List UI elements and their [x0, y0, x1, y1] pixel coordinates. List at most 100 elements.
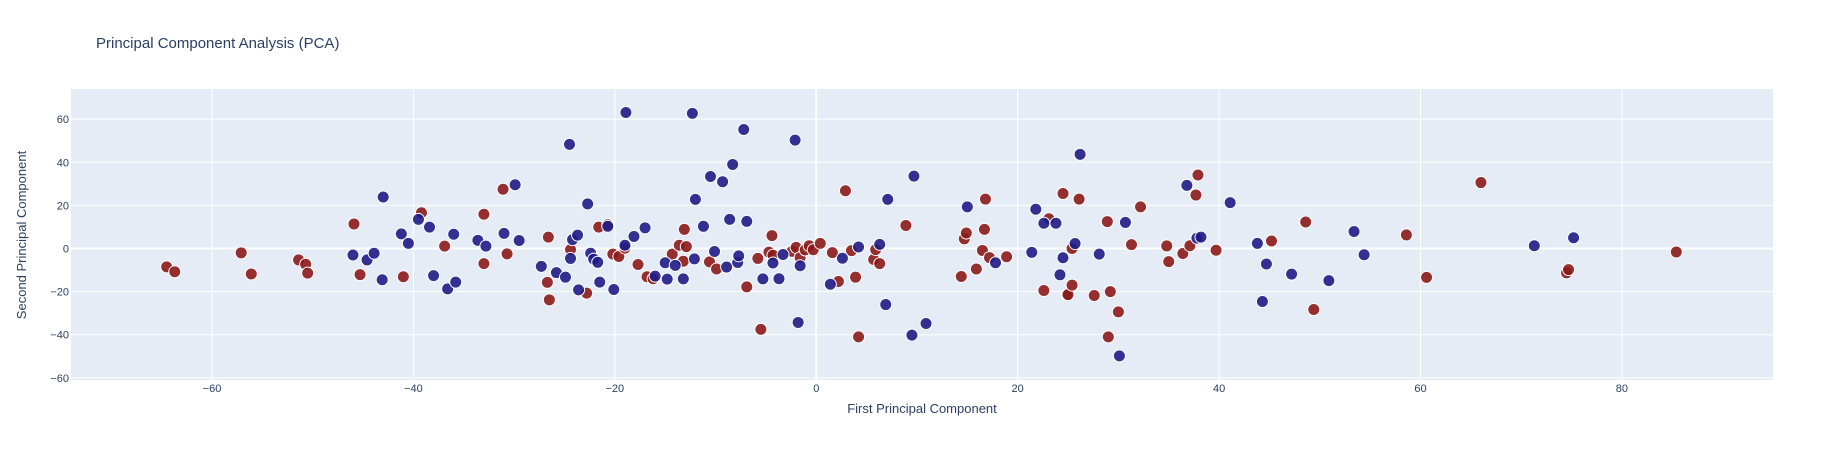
- scatter-point: [1567, 231, 1581, 245]
- scatter-point: [791, 315, 805, 329]
- scatter-point: [704, 170, 718, 184]
- scatter-point: [1474, 176, 1488, 190]
- scatter-point: [1100, 215, 1114, 229]
- scatter-point: [1072, 192, 1086, 206]
- scatter-point: [1209, 243, 1223, 257]
- scatter-point: [740, 214, 754, 228]
- scatter-point: [723, 212, 737, 226]
- scatter-point: [479, 239, 493, 253]
- y-tick-label: 0: [63, 244, 69, 256]
- scatter-point: [732, 249, 746, 263]
- scatter-point: [905, 328, 919, 342]
- scatter-point: [685, 106, 699, 120]
- scatter-point: [1357, 248, 1371, 262]
- scatter-series-2: [346, 105, 1581, 363]
- scatter-point: [1255, 295, 1269, 309]
- scatter-point: [542, 293, 556, 307]
- scatter-point: [823, 277, 837, 291]
- scatter-point: [852, 330, 866, 344]
- scatter-point: [1420, 270, 1434, 284]
- scatter-point: [1124, 238, 1138, 252]
- scatter-point: [411, 212, 425, 226]
- scatter-point: [1025, 245, 1039, 259]
- y-tick-label: 60: [57, 114, 69, 126]
- scatter-point: [959, 226, 973, 240]
- scatter-point: [660, 272, 674, 286]
- scatter-point: [1092, 247, 1106, 261]
- scatter-point: [477, 257, 491, 271]
- scatter-point: [1056, 187, 1070, 201]
- scatter-point: [449, 275, 463, 289]
- scatter-point: [1073, 147, 1087, 161]
- scatter-point: [696, 219, 710, 233]
- scatter-point: [668, 258, 682, 272]
- scatter-point: [1299, 215, 1313, 229]
- scatter-point: [1399, 228, 1413, 242]
- scatter-point: [1307, 303, 1321, 317]
- x-tick-label: 20: [1012, 383, 1024, 395]
- scatter-point: [401, 236, 415, 250]
- scatter-point: [500, 247, 514, 261]
- scatter-point: [708, 245, 722, 259]
- scatter-point: [581, 197, 595, 211]
- scatter-point: [969, 262, 983, 276]
- x-tick-label: −20: [605, 383, 624, 395]
- scatter-point: [873, 237, 887, 251]
- scatter-point: [353, 268, 367, 282]
- scatter-point: [740, 280, 754, 294]
- scatter-point: [677, 222, 691, 236]
- scatter-point: [1065, 278, 1079, 292]
- scatter-point: [835, 251, 849, 265]
- y-tick-label: −60: [50, 373, 69, 385]
- scatter-point: [631, 257, 645, 271]
- scatter-point: [776, 248, 790, 262]
- scatter-point: [838, 184, 852, 198]
- scatter-point: [1053, 268, 1067, 282]
- scatter-point: [1562, 263, 1576, 277]
- scatter-point: [1037, 284, 1051, 298]
- scatter-point: [978, 192, 992, 206]
- scatter-point: [676, 272, 690, 286]
- scatter-point: [1527, 239, 1541, 253]
- scatter-point: [1111, 305, 1125, 319]
- scatter-point: [679, 240, 693, 254]
- scatter-point: [765, 229, 779, 243]
- scatter-point: [1087, 289, 1101, 303]
- scatter-point: [618, 238, 632, 252]
- scatter-point: [879, 298, 893, 312]
- scatter-point: [852, 240, 866, 254]
- scatter-point: [497, 226, 511, 240]
- scatter-point: [813, 236, 827, 250]
- y-tick-label: 40: [57, 157, 69, 169]
- x-tick-label: 80: [1616, 383, 1628, 395]
- scatter-point: [601, 219, 615, 233]
- scatter-point: [720, 260, 734, 274]
- scatter-point: [396, 270, 410, 284]
- scatter-point: [477, 207, 491, 221]
- scatter-point: [234, 246, 248, 260]
- scatter-point: [977, 222, 991, 236]
- scatter-point: [1191, 168, 1205, 182]
- scatter-point: [607, 282, 621, 296]
- x-tick-label: 60: [1414, 383, 1426, 395]
- scatter-point: [1068, 237, 1082, 251]
- x-tick-label: −40: [404, 383, 423, 395]
- scatter-point: [873, 257, 887, 271]
- scatter-point: [1056, 251, 1070, 265]
- scatter-point: [1134, 200, 1148, 214]
- scatter-point: [627, 229, 641, 243]
- x-tick-label: 0: [813, 383, 819, 395]
- scatter-point: [571, 228, 585, 242]
- scatter-point: [772, 272, 786, 286]
- scatter-point: [508, 178, 522, 192]
- scatter-point: [919, 317, 933, 331]
- scatter-point: [638, 221, 652, 235]
- scatter-point: [899, 218, 913, 232]
- scatter-point: [766, 256, 780, 270]
- scatter-point: [989, 256, 1003, 270]
- scatter-point: [427, 269, 441, 283]
- scatter-point: [1029, 202, 1043, 216]
- scatter-point: [1347, 224, 1361, 238]
- scatter-point: [367, 246, 381, 260]
